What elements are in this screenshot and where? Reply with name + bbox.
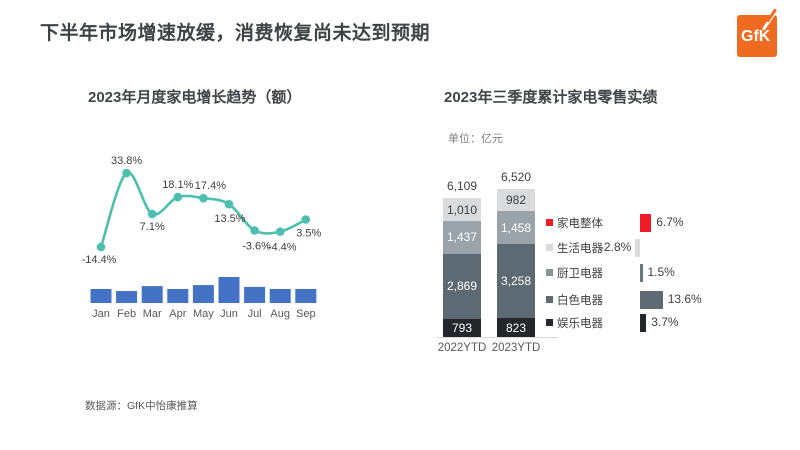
- line-point-label: 17.4%: [195, 180, 226, 192]
- growth-bar: [640, 264, 643, 282]
- month-label: Apr: [169, 308, 186, 320]
- stack-segment-娱乐电器: 823: [497, 318, 535, 337]
- month-label: Jan: [92, 308, 110, 320]
- line-point: [224, 199, 234, 209]
- stack-total-label: 6,520: [500, 169, 532, 184]
- monthly-volume-bar: [244, 286, 266, 303]
- legend-row-家电整体: 家电整体 6.7%: [546, 214, 756, 232]
- line-point: [275, 227, 285, 236]
- growth-bar: [640, 291, 663, 309]
- monthly-volume-bar: [90, 288, 112, 303]
- gfk-logo-square: GfK: [737, 15, 777, 57]
- monthly-volume-bar: [167, 288, 189, 303]
- line-point-label: 13.5%: [214, 213, 245, 225]
- line-point-label: -14.4%: [82, 254, 117, 266]
- growth-label: 1.5%: [647, 265, 675, 279]
- stack-segment-娱乐电器: 793: [443, 319, 481, 337]
- legend-marker-icon: [546, 219, 553, 226]
- left-chart-title: 2023年月度家电增长趋势（额）: [88, 89, 302, 106]
- growth-bar: [640, 314, 647, 332]
- gfk-logo-text: GfK: [741, 28, 771, 45]
- stack-segment-生活电器: 1,010: [443, 198, 481, 221]
- legend-name: 家电整体: [557, 218, 603, 230]
- legend-row-娱乐电器: 娱乐电器 3.7%: [546, 314, 756, 332]
- growth-bar: [635, 239, 640, 257]
- legend-row-厨卫电器: 厨卫电器 1.5%: [546, 264, 756, 282]
- line-point: [250, 226, 259, 235]
- month-label: Sep: [296, 308, 316, 320]
- line-point: [301, 215, 311, 224]
- legend-row-白色电器: 白色电器 13.6%: [546, 291, 756, 309]
- stack-segment-厨卫电器: 1,458: [497, 211, 535, 245]
- legend-row-生活电器: 生活电器 -2.8%: [546, 239, 756, 257]
- stacked-chart-baseline: [436, 337, 558, 338]
- stack-segment-厨卫电器: 1,437: [443, 221, 481, 254]
- line-point-label: 3.5%: [296, 228, 321, 240]
- month-label: Jun: [220, 308, 238, 320]
- stack-segment-生活电器: 982: [497, 188, 535, 211]
- month-label: Aug: [270, 308, 290, 320]
- growth-label: 6.7%: [656, 215, 684, 229]
- monthly-volume-bar: [141, 286, 163, 303]
- stack-category-label: 2023YTD: [491, 342, 541, 354]
- line-point-label: -4.4%: [268, 242, 297, 254]
- data-source-note: 数据源：GfK中怡康推算: [85, 400, 198, 412]
- line-point: [122, 168, 131, 178]
- stack-segment-白色电器: 2,869: [443, 253, 481, 319]
- monthly-volume-bar: [295, 288, 317, 303]
- growth-label: -2.8%: [599, 240, 632, 254]
- line-point-label: -3.6%: [242, 240, 271, 252]
- line-point: [96, 242, 106, 252]
- legend-name: 厨卫电器: [557, 268, 603, 280]
- growth-label: 13.6%: [667, 292, 702, 306]
- stack-category-label: 2022YTD: [437, 342, 487, 354]
- monthly-volume-bar: [116, 291, 138, 303]
- legend-name: 白色电器: [557, 295, 603, 307]
- legend-marker-icon: [546, 269, 553, 276]
- month-label: Mar: [143, 308, 162, 320]
- monthly-trend-chart: -14.4% 33.8% 7.1% 18.1% 17.4% 13.5% -3.6%-4.4%…: [82, 155, 322, 320]
- growth-label: 3.7%: [651, 315, 679, 329]
- line-point: [199, 193, 208, 203]
- line-point-label: 18.1%: [162, 179, 193, 191]
- growth-bar: [640, 214, 652, 232]
- line-point: [173, 192, 183, 202]
- unit-label: 单位：亿元: [448, 133, 503, 145]
- right-chart-title: 2023年三季度累计家电零售实绩: [444, 89, 658, 106]
- stack-total-label: 6,109: [446, 179, 478, 194]
- monthly-volume-bar: [269, 288, 291, 303]
- line-point-label: 33.8%: [111, 155, 142, 167]
- month-label: Jul: [248, 308, 262, 320]
- month-label: May: [193, 308, 214, 320]
- legend-name: 生活电器: [557, 243, 603, 255]
- legend-name: 娱乐电器: [557, 318, 603, 330]
- gfk-logo: GfK: [737, 8, 777, 57]
- stack-segment-白色电器: 3,258: [497, 244, 535, 319]
- slide-title: 下半年市场增速放缓，消费恢复尚未达到预期: [40, 23, 431, 44]
- legend-marker-icon: [546, 296, 553, 303]
- monthly-volume-bar: [192, 285, 214, 303]
- line-point-label: 7.1%: [140, 221, 165, 233]
- monthly-volume-bar: [218, 277, 240, 303]
- legend-marker-icon: [546, 319, 553, 326]
- legend-marker-icon: [546, 244, 553, 251]
- month-label: Feb: [117, 308, 136, 320]
- line-point: [147, 209, 157, 219]
